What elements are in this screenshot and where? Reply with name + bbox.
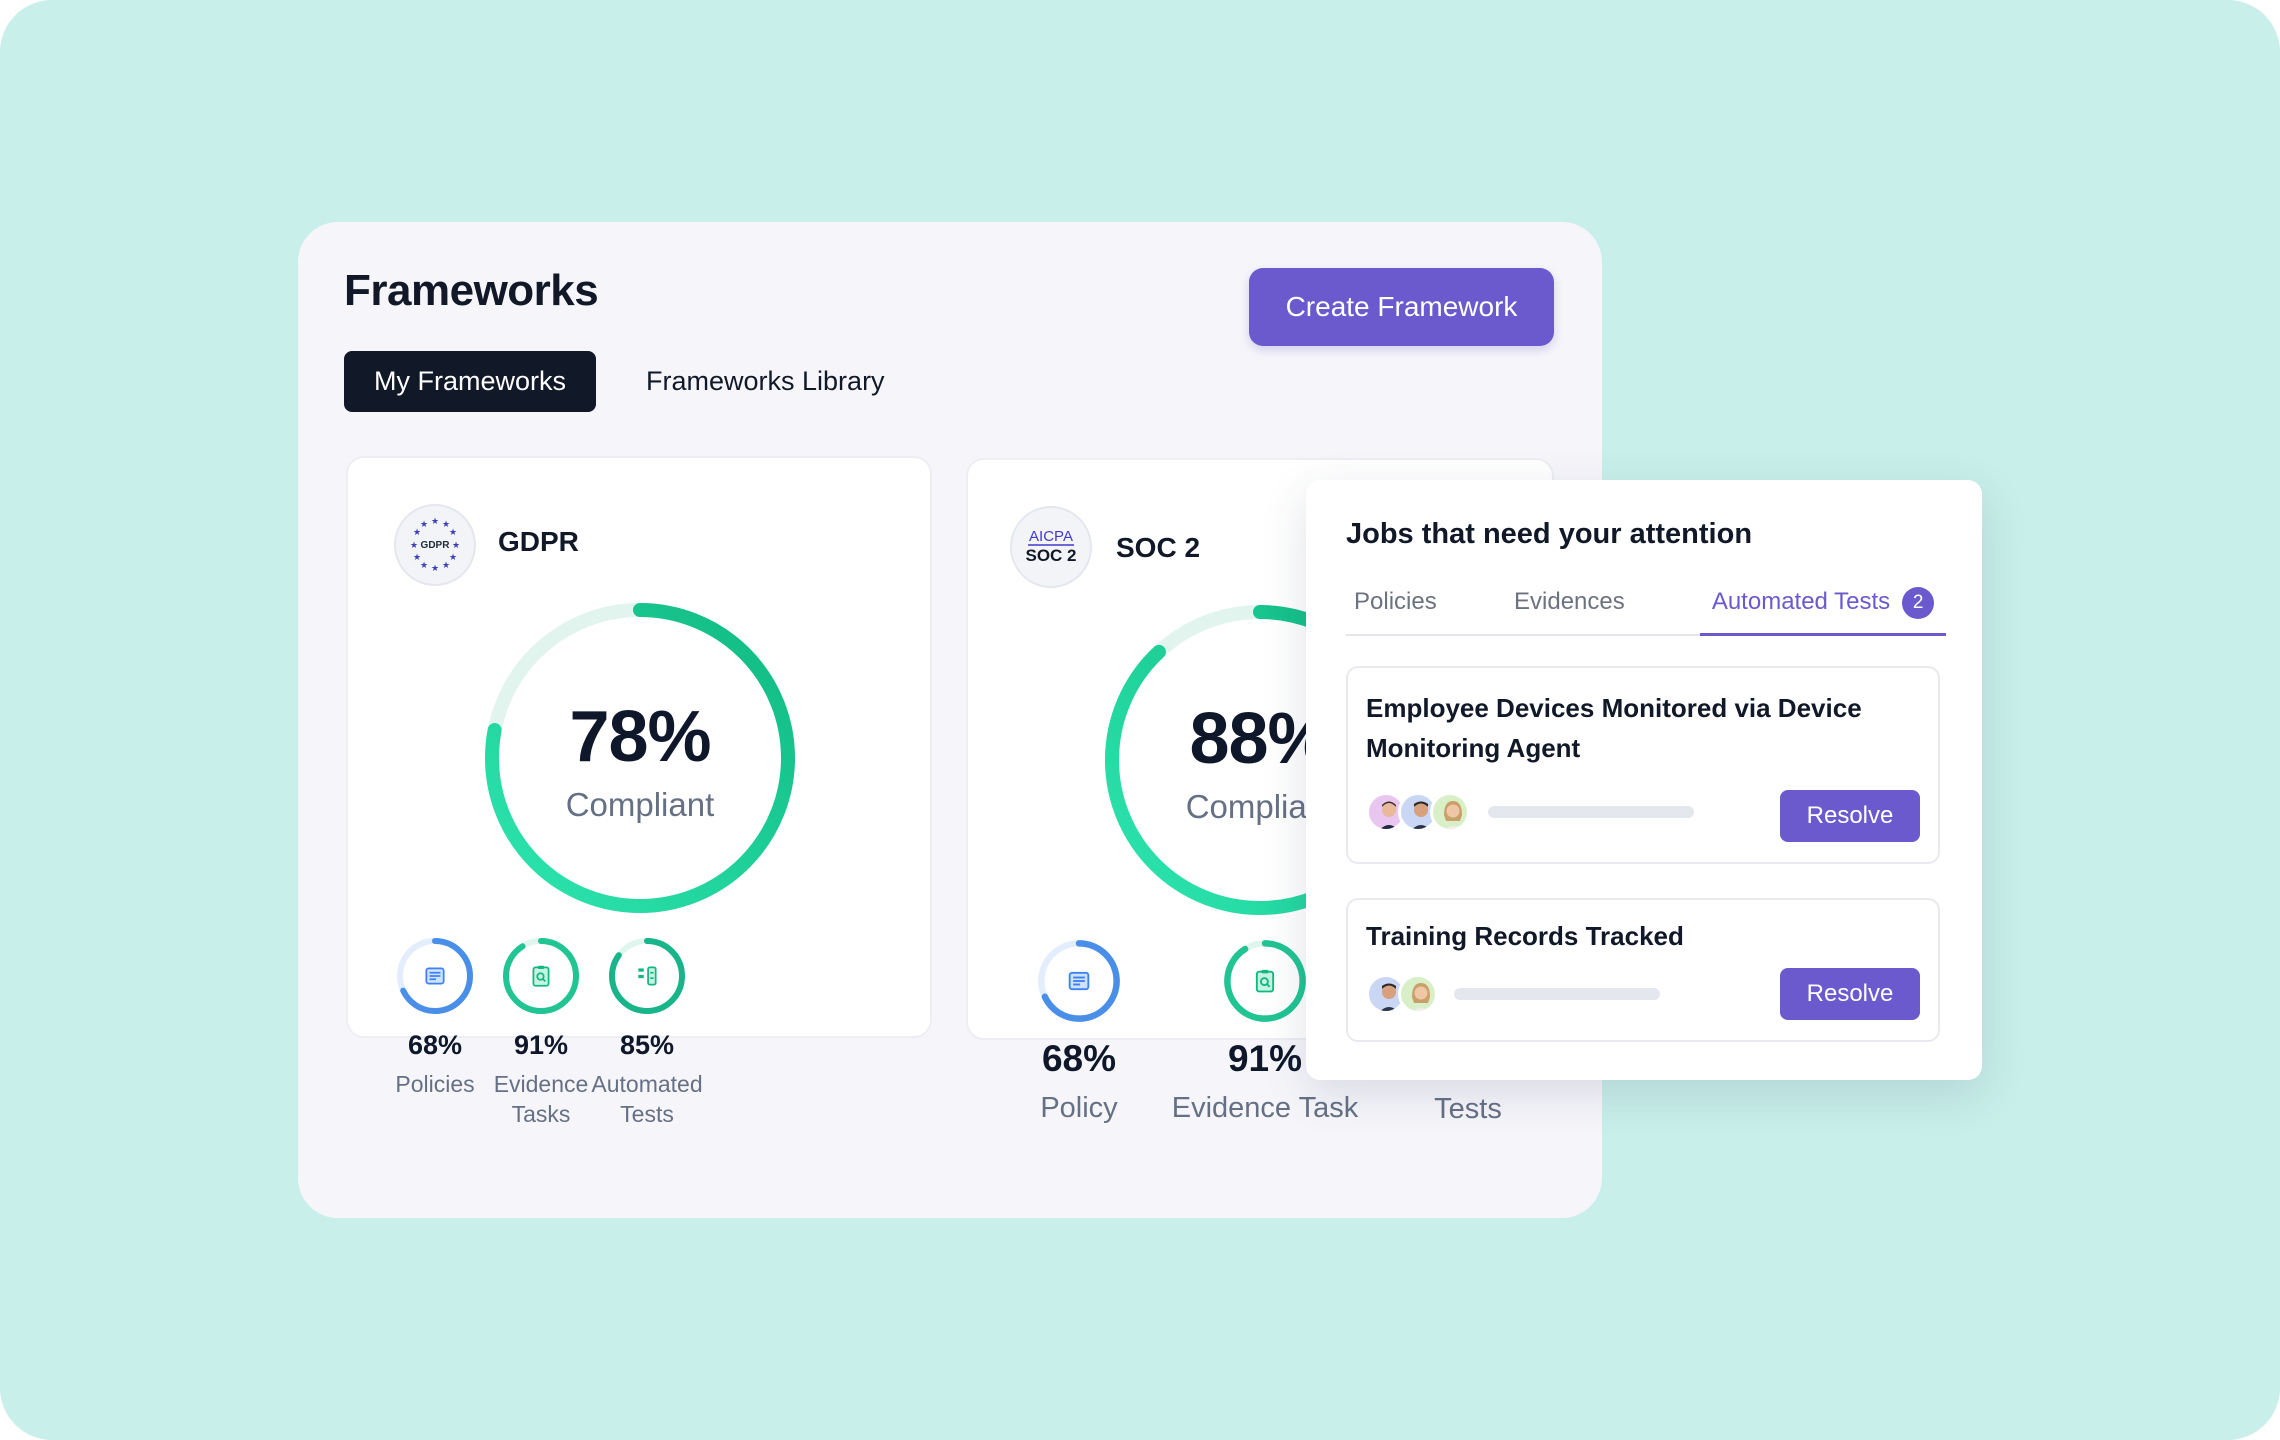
job-title: Training Records Tracked [1366, 921, 1684, 951]
jobs-attention-panel: Jobs that need your attention Policies E… [1306, 480, 1982, 1080]
gdpr-ring-progress [485, 603, 795, 913]
soc2-logo-text: SOC 2 [1025, 546, 1076, 565]
metric-value: 91% [513, 1030, 569, 1060]
tab-automated-tests-label: Automated Tests [1711, 588, 1891, 615]
tests-ring [609, 938, 685, 1014]
policies-ring [397, 938, 473, 1014]
tab-evidences[interactable]: Evidences [1514, 588, 1625, 615]
page-title: Frameworks [344, 266, 599, 315]
metric-label: Policies [395, 1071, 475, 1097]
metric-label-line1: Evidence [493, 1071, 589, 1097]
svg-text:★: ★ [420, 520, 428, 530]
svg-text:★: ★ [420, 561, 428, 571]
tab-policies[interactable]: Policies [1354, 588, 1437, 615]
progress-bar [1488, 806, 1694, 818]
gdpr-compliance-value: 78% [569, 697, 711, 777]
svg-text:★: ★ [449, 528, 457, 538]
metric-value: 91% [1227, 1038, 1303, 1079]
clipboard-icon [532, 965, 550, 987]
metric-value: 85% [619, 1030, 675, 1060]
person-icon [1412, 983, 1430, 1011]
jobs-tabs: Policies Evidences Automated Tests 2 [1346, 580, 1946, 636]
gdpr-compliance-ring [485, 603, 795, 913]
tab-automated-tests[interactable]: Automated Tests 2 [1700, 580, 1946, 636]
metric-label: Automated Tests [572, 1069, 722, 1129]
create-framework-button[interactable]: Create Framework [1249, 268, 1554, 346]
gdpr-metric-evidence-tasks[interactable]: 91% Evidence Tasks [466, 936, 616, 1129]
tests-icon [638, 966, 657, 986]
document-icon [425, 967, 445, 985]
count-badge: 2 [1902, 586, 1935, 619]
job-item[interactable]: Training Records Tracked Resolve [1346, 898, 1940, 1042]
aicpa-logo-text: AICPA [1029, 528, 1073, 545]
metric-value: 68% [1041, 1038, 1117, 1079]
resolve-button[interactable]: Resolve [1780, 790, 1920, 842]
svg-text:★: ★ [413, 528, 421, 538]
jobs-title: Jobs that need your attention [1346, 518, 1753, 550]
job-title: Employee Devices Monitored via Device Mo… [1366, 688, 1862, 768]
aicpa-logo-icon: AICPA SOC 2 [1025, 528, 1076, 565]
avatar [1430, 792, 1470, 832]
person-icon [1412, 801, 1430, 829]
framework-tabs: My Frameworks Frameworks Library [344, 351, 915, 412]
metric-label: Evidence Task [1171, 1092, 1359, 1124]
svg-text:★: ★ [442, 561, 450, 571]
gdpr-metric-policies[interactable]: 68% Policies [360, 936, 510, 1099]
job-item[interactable]: Employee Devices Monitored via Device Mo… [1346, 666, 1940, 864]
progress-bar [1454, 988, 1660, 1000]
person-icon [1444, 801, 1462, 829]
tab-my-frameworks[interactable]: My Frameworks [344, 351, 597, 412]
soc2-metric-tests[interactable]: Tests [1408, 938, 1528, 1126]
eu-stars-icon: ★ ★★ ★★★ ★★★ ★★★ GDPR [410, 517, 460, 574]
gdpr-logo-text: GDPR [421, 540, 451, 551]
soc2-name: SOC 2 [1116, 532, 1201, 563]
evidence-ring [503, 938, 579, 1014]
svg-text:★: ★ [431, 564, 439, 574]
avatar [1398, 974, 1438, 1014]
metric-label-line2: Tasks [511, 1101, 571, 1127]
assignee-avatars [1366, 792, 1470, 832]
aicpa-soc2-logo: AICPA SOC 2 [1010, 506, 1092, 588]
job-title-line1: Employee Devices Monitored via Device [1366, 693, 1862, 723]
gdpr-compliance-label: Compliant [565, 786, 715, 823]
document-icon [1068, 971, 1090, 991]
gdpr-metric-automated-tests[interactable]: 85% Automated Tests [572, 936, 722, 1129]
gdpr-card[interactable]: ★ ★ ★ ★ ★ ★ ★ ★ ★ ★ ★ ★ GDPR GDPR 78% [346, 456, 932, 1127]
svg-text:★: ★ [442, 520, 450, 530]
svg-text:★: ★ [413, 553, 421, 563]
svg-text:★: ★ [449, 553, 457, 563]
soc2-metric-evidence-task[interactable]: 91% Evidence Task [1150, 938, 1380, 1125]
metric-label: Tests [1434, 1093, 1502, 1125]
policy-ring [1038, 940, 1120, 1022]
metric-value: 68% [407, 1030, 463, 1060]
metric-label-line2: Tests [620, 1101, 674, 1127]
person-icon [1380, 801, 1398, 829]
gdpr-name: GDPR [498, 526, 579, 557]
evidence-ring [1224, 940, 1306, 1022]
clipboard-icon [1255, 969, 1275, 993]
job-title-line2: Monitoring Agent [1366, 733, 1581, 763]
soc2-metric-policy[interactable]: 68% Policy [1014, 938, 1144, 1125]
metric-label-line1: Automated [591, 1071, 703, 1097]
tab-frameworks-library[interactable]: Frameworks Library [646, 366, 885, 396]
metric-label: Evidence Tasks [466, 1069, 616, 1129]
svg-text:★: ★ [410, 541, 418, 551]
svg-text:★: ★ [452, 541, 460, 551]
resolve-button[interactable]: Resolve [1780, 968, 1920, 1020]
assignee-avatars [1366, 974, 1438, 1014]
gdpr-logo: ★ ★ ★ ★ ★ ★ ★ ★ ★ ★ ★ ★ GDPR [394, 504, 476, 586]
svg-text:★: ★ [431, 517, 439, 527]
metric-label: Policy [1040, 1092, 1118, 1124]
